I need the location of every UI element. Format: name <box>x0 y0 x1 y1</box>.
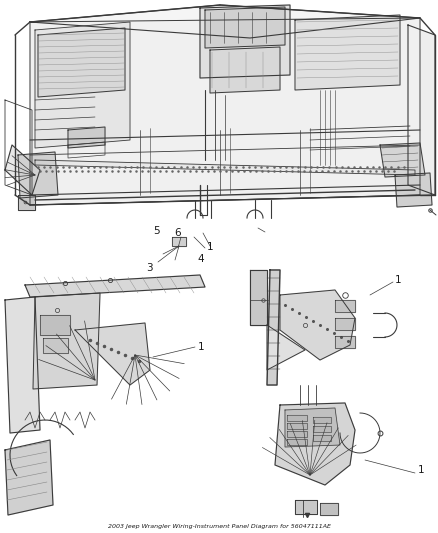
Polygon shape <box>286 431 306 437</box>
Polygon shape <box>266 325 304 370</box>
Polygon shape <box>284 408 339 447</box>
Polygon shape <box>334 318 354 330</box>
Polygon shape <box>279 290 354 360</box>
Text: 1: 1 <box>394 275 401 285</box>
Polygon shape <box>5 145 40 195</box>
Polygon shape <box>5 297 40 433</box>
Polygon shape <box>38 28 125 97</box>
Text: 1: 1 <box>207 242 213 252</box>
Polygon shape <box>312 426 330 432</box>
Polygon shape <box>75 323 150 385</box>
Polygon shape <box>35 160 414 175</box>
Polygon shape <box>334 336 354 348</box>
Polygon shape <box>407 25 434 195</box>
Polygon shape <box>30 18 419 205</box>
Polygon shape <box>68 127 105 148</box>
Polygon shape <box>25 275 205 297</box>
Polygon shape <box>172 237 186 246</box>
Polygon shape <box>286 439 306 445</box>
Polygon shape <box>30 5 419 38</box>
Polygon shape <box>205 7 284 48</box>
Polygon shape <box>286 415 306 421</box>
Text: 1: 1 <box>198 342 204 352</box>
Text: 4: 4 <box>197 254 203 264</box>
Text: 1: 1 <box>417 465 424 475</box>
Polygon shape <box>334 300 354 312</box>
Polygon shape <box>43 338 68 353</box>
Polygon shape <box>394 173 431 207</box>
Polygon shape <box>35 22 130 148</box>
Polygon shape <box>18 152 58 198</box>
Polygon shape <box>209 47 279 93</box>
Text: 3: 3 <box>145 263 152 273</box>
Polygon shape <box>312 417 330 423</box>
Polygon shape <box>33 293 100 389</box>
Polygon shape <box>249 270 266 325</box>
Polygon shape <box>40 315 70 335</box>
Polygon shape <box>274 403 354 485</box>
Polygon shape <box>5 440 53 515</box>
Polygon shape <box>18 195 35 210</box>
Polygon shape <box>294 500 316 514</box>
Polygon shape <box>266 270 279 385</box>
Polygon shape <box>294 15 399 90</box>
Polygon shape <box>312 435 330 441</box>
Text: 2003 Jeep Wrangler Wiring-Instrument Panel Diagram for 56047111AE: 2003 Jeep Wrangler Wiring-Instrument Pan… <box>108 524 330 529</box>
Text: 5: 5 <box>153 226 159 236</box>
Polygon shape <box>286 423 306 429</box>
Text: 6: 6 <box>174 228 181 238</box>
Polygon shape <box>200 5 290 78</box>
Polygon shape <box>319 503 337 515</box>
Polygon shape <box>379 143 424 177</box>
